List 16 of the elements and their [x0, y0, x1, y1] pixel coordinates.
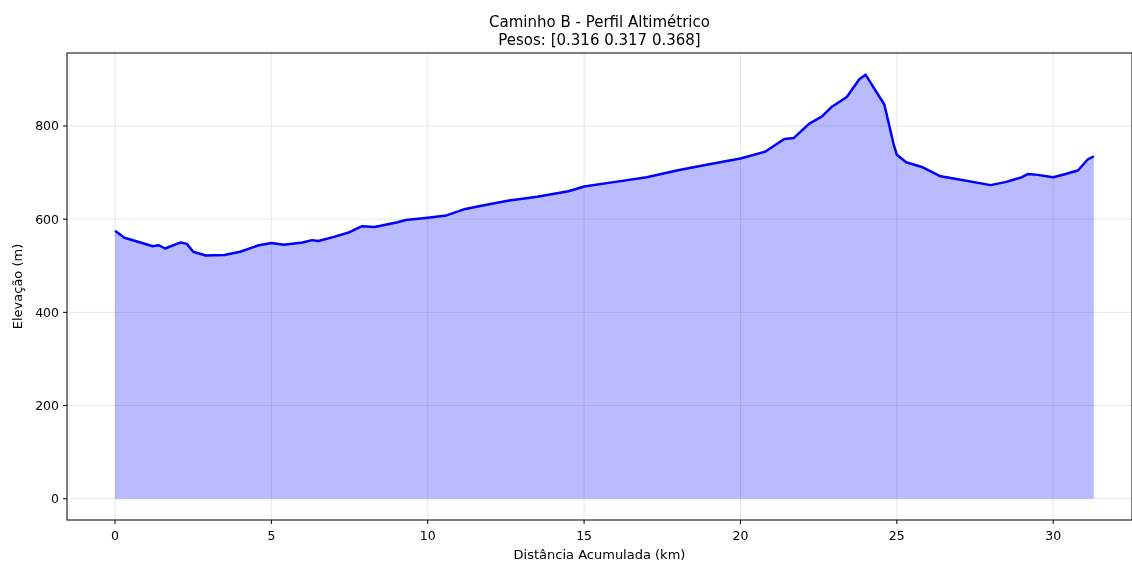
x-tick-label: 20	[732, 528, 749, 543]
y-tick-label: 0	[51, 491, 60, 507]
y-tick-label: 600	[35, 211, 60, 227]
x-axis-title: Distância Acumulada (km)	[513, 547, 686, 561]
x-tick-label: 30	[1045, 528, 1062, 543]
x-tick-label: 25	[888, 528, 905, 543]
x-tick-label: 5	[267, 528, 276, 543]
y-axis-title: Elevação (m)	[10, 243, 25, 330]
x-tick-label: 0	[111, 528, 120, 543]
chart-subtitle: Pesos: [0.316 0.317 0.368]	[498, 31, 701, 49]
chart-title: Caminho B - Perfil Altimétrico	[489, 13, 710, 31]
y-tick-label: 400	[35, 304, 60, 320]
x-tick-label: 15	[576, 528, 593, 543]
y-tick-label: 200	[35, 398, 60, 414]
x-tick-label: 10	[419, 528, 436, 543]
y-tick-label: 800	[35, 118, 60, 134]
